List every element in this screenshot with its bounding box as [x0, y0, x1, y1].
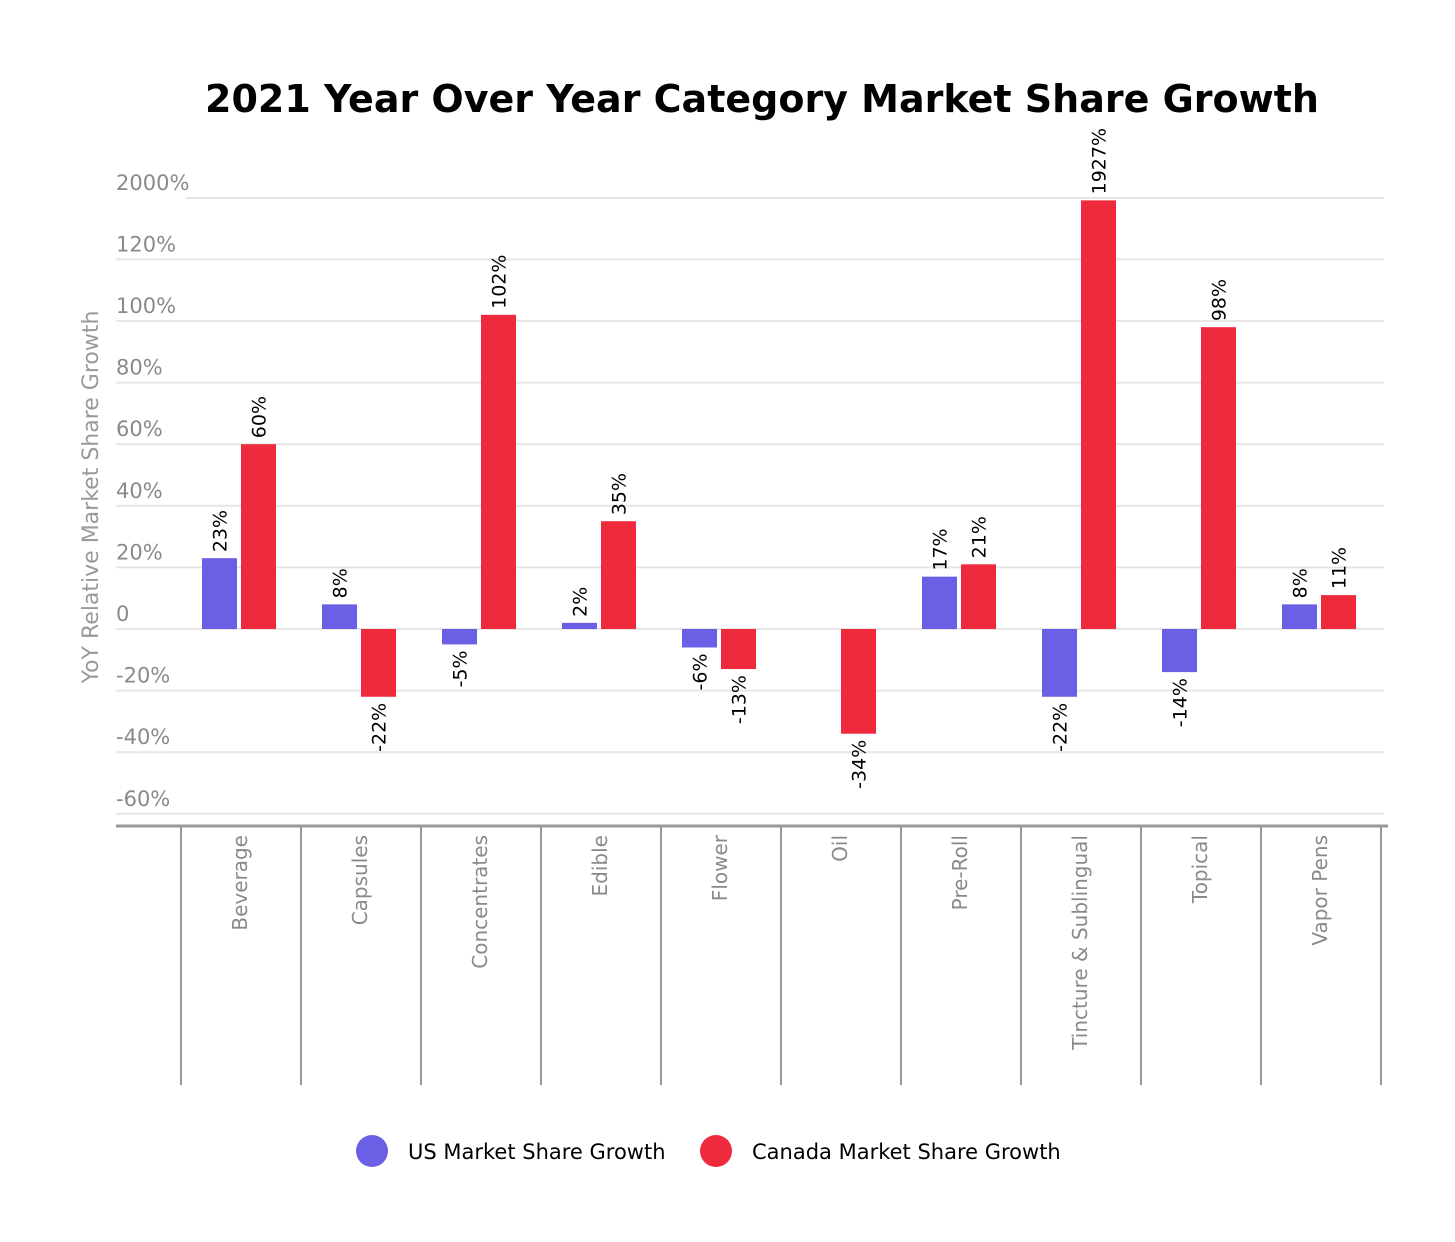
bar-us — [1162, 629, 1197, 673]
bar-canada — [601, 521, 636, 629]
data-label: 102% — [489, 255, 511, 309]
y-axis-title: YoY Relative Market Share Growth — [79, 311, 104, 685]
legend-label: US Market Share Growth — [408, 1140, 666, 1164]
y-tick-label: -40% — [116, 725, 170, 749]
data-label: -22% — [1050, 703, 1072, 752]
bar-canada — [1201, 327, 1236, 629]
bar-canada — [361, 629, 396, 697]
bar-canada — [241, 444, 276, 629]
y-tick-label: 100% — [116, 294, 176, 318]
data-label: 60% — [249, 396, 271, 438]
bar-canada — [841, 629, 876, 734]
data-label: -6% — [690, 653, 712, 690]
y-tick-label: 20% — [116, 540, 163, 564]
x-tick-label: Oil — [828, 835, 852, 862]
x-tick-label: Capsules — [348, 835, 372, 925]
x-tick-label: Edible — [588, 835, 612, 896]
bar-canada — [481, 314, 516, 629]
data-label: 21% — [969, 516, 991, 558]
chart-title: 2021 Year Over Year Category Market Shar… — [205, 77, 1319, 121]
y-tick-label: 2000% — [116, 171, 189, 195]
bar-us — [202, 558, 237, 629]
x-tick-label: Topical — [1188, 835, 1212, 904]
data-label: 23% — [210, 510, 232, 552]
x-tick-label: Concentrates — [468, 835, 492, 969]
y-tick-label: -60% — [116, 787, 170, 811]
bar-us — [682, 629, 717, 648]
y-tick-label: -20% — [116, 664, 170, 688]
bar-us — [1042, 629, 1077, 697]
legend-label: Canada Market Share Growth — [752, 1140, 1061, 1164]
x-tick-label: Beverage — [228, 835, 252, 931]
bar-us — [1282, 604, 1317, 629]
bar-us — [322, 604, 357, 629]
data-label: -14% — [1170, 678, 1192, 727]
data-label: 1927% — [1089, 128, 1111, 194]
y-tick-label: 120% — [116, 232, 176, 256]
bar-us — [562, 622, 597, 629]
x-tick-label: Pre-Roll — [948, 835, 972, 910]
bar-canada — [961, 564, 996, 629]
y-tick-label: 40% — [116, 479, 163, 503]
bar-us — [922, 576, 957, 629]
data-label: 35% — [609, 473, 631, 515]
data-label: 8% — [1290, 568, 1312, 598]
data-label: -13% — [729, 675, 751, 724]
data-label: -5% — [450, 650, 472, 687]
data-label: 2% — [570, 587, 592, 617]
legend: US Market Share Growth Canada Market Shar… — [356, 1135, 1061, 1167]
bar-us — [442, 629, 477, 645]
data-label: -22% — [369, 703, 391, 752]
bar-canada — [1321, 595, 1356, 629]
y-tick-label: 80% — [116, 356, 163, 380]
y-tick-label: 0 — [116, 602, 129, 626]
x-tick-label: Tincture & Sublingual — [1068, 835, 1092, 1051]
data-label: 17% — [930, 528, 952, 570]
data-label: 98% — [1209, 279, 1231, 321]
legend-swatch — [700, 1135, 732, 1167]
x-tick-label: Vapor Pens — [1308, 835, 1332, 946]
data-label: 11% — [1329, 547, 1351, 589]
bar-canada — [1081, 200, 1116, 629]
data-label: -34% — [849, 740, 871, 789]
bar-canada — [721, 629, 756, 670]
legend-swatch — [356, 1135, 388, 1167]
y-tick-label: 60% — [116, 417, 163, 441]
x-tick-label: Flower — [708, 834, 732, 901]
data-label: 8% — [330, 568, 352, 598]
